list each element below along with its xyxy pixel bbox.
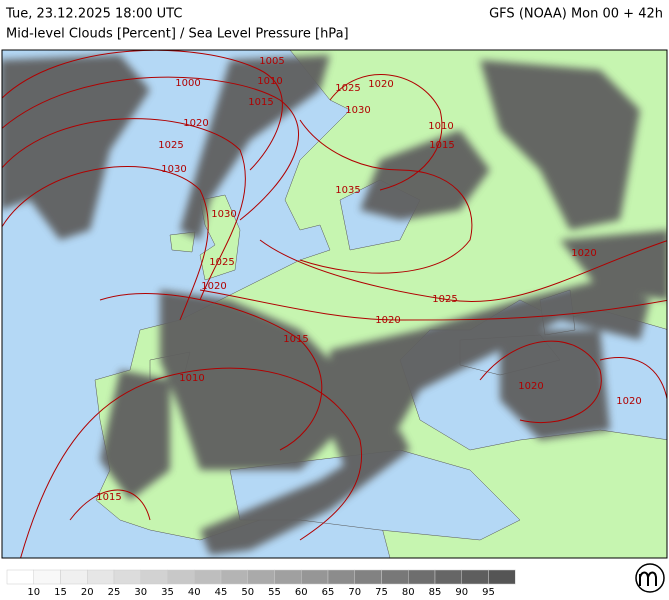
datetime: Tue, 23.12.2025 18:00 UTC <box>5 7 182 22</box>
legend-swatch <box>6 569 34 585</box>
legend-tick-label: 50 <box>241 587 254 598</box>
logo-glyph <box>639 571 657 586</box>
legend-swatch <box>87 569 115 585</box>
legend-tick-label: 30 <box>134 587 147 598</box>
legend-swatch <box>274 569 302 585</box>
legend-swatch <box>461 569 489 585</box>
cloud-cover <box>2 55 667 555</box>
model-run: GFS (NOAA) Mon 00 + 42h <box>489 7 663 22</box>
isobar-label: 1025 <box>432 294 457 305</box>
isobars <box>2 50 667 558</box>
legend: 10 15 20 25 30 35 40 45 50 55 60 65 70 75 80 85 90 95 <box>6 569 516 598</box>
legend-tick-label: 85 <box>429 587 442 598</box>
legend-tick-label: 20 <box>81 587 94 598</box>
legend-swatch <box>381 569 409 585</box>
legend-swatch <box>167 569 195 585</box>
isobar-label: 1020 <box>375 315 400 326</box>
isobar-label: 1000 <box>175 78 200 89</box>
legend-swatch <box>60 569 88 585</box>
legend-swatch <box>113 569 141 585</box>
isobar-label: 1030 <box>345 105 370 116</box>
isobar-label: 1010 <box>179 373 204 384</box>
legend-swatch <box>408 569 436 585</box>
map-title: Mid-level Clouds [Percent] / Sea Level P… <box>6 27 349 42</box>
legend-swatch <box>194 569 222 585</box>
logo <box>635 563 665 593</box>
isobar-label: 1020 <box>616 396 641 407</box>
isobar-label: 1020 <box>571 248 596 259</box>
legend-tick-label: 60 <box>295 587 308 598</box>
isobar-label: 1020 <box>368 79 393 90</box>
isobar-label: 1015 <box>96 492 121 503</box>
map-frame <box>1 49 668 559</box>
isobar-label: 1020 <box>518 381 543 392</box>
legend-tick-label: 10 <box>27 587 40 598</box>
legend-swatch <box>247 569 275 585</box>
legend-swatch <box>301 569 329 585</box>
legend-tick-label: 35 <box>161 587 174 598</box>
legend-tick-label: 45 <box>215 587 228 598</box>
legend-swatch <box>140 569 168 585</box>
legend-tick-label: 90 <box>455 587 468 598</box>
legend-swatch <box>434 569 462 585</box>
isobar-label: 1025 <box>335 83 360 94</box>
legend-tick-label: 80 <box>402 587 415 598</box>
isobar-label: 1030 <box>161 164 186 175</box>
isobar-label: 1015 <box>248 97 273 108</box>
isobar-label: 1010 <box>257 76 282 87</box>
legend-swatch <box>327 569 355 585</box>
legend-tick-label: 25 <box>108 587 121 598</box>
isobar-label: 1025 <box>209 257 234 268</box>
legend-tick-label: 40 <box>188 587 201 598</box>
legend-tick-label: 15 <box>54 587 67 598</box>
isobar-label: 1030 <box>211 209 236 220</box>
legend-swatch <box>488 569 516 585</box>
legend-swatch <box>354 569 382 585</box>
legend-tick-label: 75 <box>375 587 388 598</box>
isobar-label: 1015 <box>429 140 454 151</box>
legend-tick-label: 70 <box>348 587 361 598</box>
legend-tick-label: 55 <box>268 587 281 598</box>
isobar-label: 1015 <box>283 334 308 345</box>
isobar-label: 1035 <box>335 185 360 196</box>
isobar-label: 1020 <box>183 118 208 129</box>
legend-swatch <box>220 569 248 585</box>
isobar-label: 1020 <box>201 281 226 292</box>
legend-swatch <box>33 569 61 585</box>
isobar-label: 1025 <box>158 140 183 151</box>
isobar-label: 1010 <box>428 121 453 132</box>
legend-tick-label: 65 <box>322 587 335 598</box>
legend-tick-label: 95 <box>482 587 495 598</box>
isobar-label: 1005 <box>259 56 284 67</box>
